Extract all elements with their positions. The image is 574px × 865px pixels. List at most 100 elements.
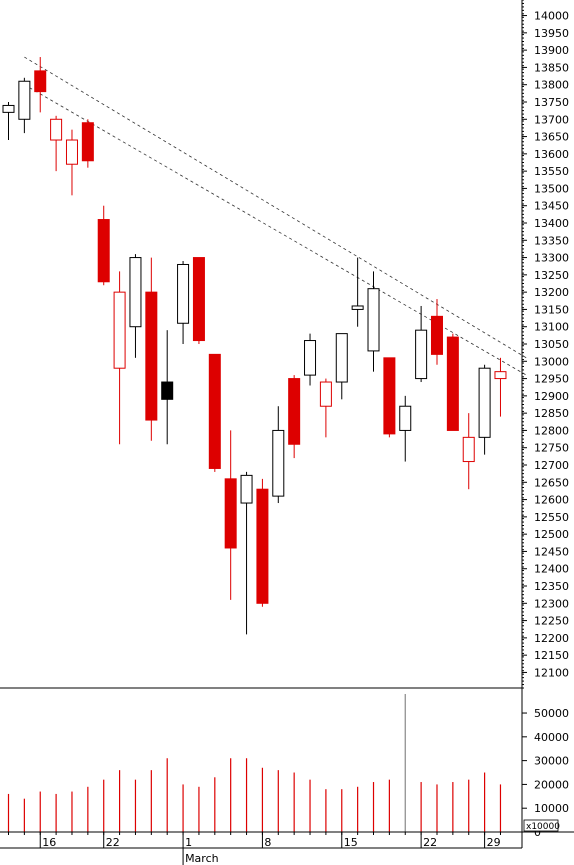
y-tick-label: 13950: [534, 27, 569, 40]
candle: [494, 357, 507, 417]
candle-body: [430, 315, 443, 355]
y-tick-label: 12250: [534, 615, 569, 628]
y-tick-label: 13350: [534, 234, 569, 247]
y-tick-label: 12900: [534, 390, 569, 403]
candle: [367, 271, 380, 372]
y-tick-label: 12450: [534, 545, 569, 558]
candle-body: [256, 488, 269, 604]
candle: [2, 101, 15, 141]
candle-body: [129, 257, 142, 328]
candle: [272, 406, 285, 504]
candle-body: [18, 80, 31, 120]
candle: [34, 57, 47, 113]
x-tick-label: 8: [264, 836, 271, 849]
candle-body: [304, 340, 317, 376]
candle-body: [2, 104, 15, 113]
candle: [65, 129, 78, 196]
candle: [256, 478, 269, 607]
candle: [224, 430, 237, 600]
y-tick-label: 12400: [534, 563, 569, 576]
candle-body: [34, 70, 47, 93]
y-tick-label: 13400: [534, 217, 569, 230]
y-tick-label: 13250: [534, 269, 569, 282]
candle-body: [50, 118, 63, 141]
x-tick-label: 22: [106, 836, 120, 849]
y-tick-label: 12650: [534, 476, 569, 489]
y-tick-label: 13850: [534, 61, 569, 74]
candle-body: [208, 353, 221, 469]
candle-body: [462, 436, 475, 463]
candle-body: [367, 288, 380, 352]
y-tick-label: 13100: [534, 321, 569, 334]
candle-body: [383, 357, 396, 435]
candle: [462, 413, 475, 490]
volume-tick-label: 50000: [534, 707, 569, 720]
y-tick-label: 13700: [534, 113, 569, 126]
volume-unit-box: [523, 819, 559, 832]
y-tick-label: 12700: [534, 459, 569, 472]
y-tick-label: 13050: [534, 338, 569, 351]
x-tick-label: 16: [42, 836, 56, 849]
y-tick-label: 12100: [534, 666, 569, 679]
price-panel: 12100 12150 12200 12250 12300 12350 12400 12450…: [0, 0, 569, 848]
candle-body: [192, 257, 205, 342]
candle-body: [97, 219, 110, 283]
candle-body: [145, 291, 158, 421]
y-tick-label: 13600: [534, 148, 569, 161]
y-tick-label: 12550: [534, 511, 569, 524]
volume-tick-label: 30000: [534, 755, 569, 768]
candle-body: [335, 333, 348, 383]
candle: [240, 471, 253, 635]
y-tick-label: 12200: [534, 632, 569, 645]
x-tick-label: 15: [344, 836, 358, 849]
candle: [399, 395, 412, 462]
x-tick-label: 1: [185, 836, 192, 849]
candle-body: [494, 371, 507, 380]
volume-tick-label: 20000: [534, 778, 569, 791]
y-tick-label: 13300: [534, 252, 569, 265]
candle: [192, 257, 205, 344]
y-tick-label: 12500: [534, 528, 569, 541]
candle: [383, 357, 396, 438]
y-tick-label: 13800: [534, 79, 569, 92]
candle: [18, 77, 31, 134]
y-tick-label: 14000: [534, 10, 569, 23]
candle: [351, 257, 364, 327]
candle-body: [351, 305, 364, 310]
candle-body: [224, 478, 237, 549]
y-tick-label: 13900: [534, 44, 569, 57]
x-month-label: March: [185, 852, 219, 865]
candle: [97, 205, 110, 286]
candle: [161, 330, 174, 445]
candle-body: [478, 367, 491, 438]
volume-unit-label: x10000: [526, 822, 560, 832]
y-tick-label: 13150: [534, 303, 569, 316]
y-tick-label: 12750: [534, 442, 569, 455]
x-axis: 16 22 1 8 15 22 29 March: [0, 831, 574, 865]
y-tick-label: 13550: [534, 165, 569, 178]
candle: [81, 119, 94, 168]
candle-body: [319, 381, 332, 407]
y-tick-label: 13750: [534, 96, 569, 109]
candle: [113, 271, 126, 445]
candle: [177, 261, 190, 344]
candle-body: [415, 329, 428, 380]
candle: [430, 299, 443, 365]
y-tick-label: 13200: [534, 286, 569, 299]
candle: [415, 305, 428, 383]
candle: [335, 333, 348, 400]
trendline: [24, 56, 527, 359]
volume-tick-label: 40000: [534, 731, 569, 744]
x-tick-label: 22: [423, 836, 437, 849]
candle: [208, 353, 221, 472]
y-tick-label: 12350: [534, 580, 569, 593]
volume-tick-label: 10000: [534, 802, 569, 815]
candle-body: [399, 405, 412, 431]
candle: [50, 115, 63, 172]
y-tick-label: 12800: [534, 424, 569, 437]
candle: [288, 375, 301, 459]
candle: [304, 333, 317, 386]
y-tick-label: 13650: [534, 131, 569, 144]
candle-body: [81, 122, 94, 162]
candle-body: [161, 381, 174, 400]
